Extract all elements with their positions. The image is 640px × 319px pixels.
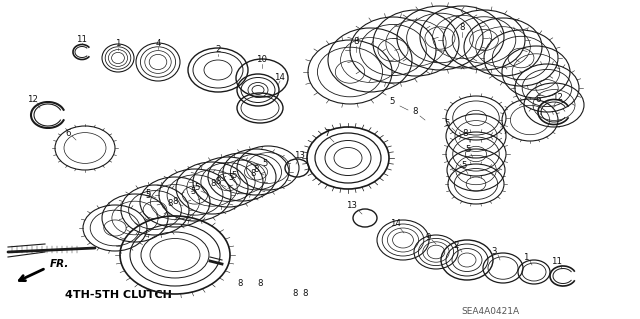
Text: 5: 5 <box>461 161 467 170</box>
Text: 5: 5 <box>190 187 196 196</box>
Text: 14: 14 <box>275 72 285 81</box>
Text: 5: 5 <box>262 160 268 168</box>
Text: 14: 14 <box>390 219 401 228</box>
Text: FR.: FR. <box>50 259 69 269</box>
Text: 3: 3 <box>492 248 497 256</box>
Text: 5: 5 <box>228 174 234 182</box>
Text: 12: 12 <box>552 93 563 102</box>
Text: 7: 7 <box>324 130 330 138</box>
Text: 8: 8 <box>292 288 298 298</box>
Text: 8: 8 <box>412 108 418 116</box>
Text: 8: 8 <box>257 278 263 287</box>
Text: 2: 2 <box>215 46 221 55</box>
Text: 11: 11 <box>77 34 88 43</box>
Text: 5: 5 <box>465 145 471 154</box>
Text: 11: 11 <box>552 257 563 266</box>
Text: 4: 4 <box>156 39 161 48</box>
Text: 8: 8 <box>250 168 256 177</box>
Text: 5: 5 <box>145 189 151 197</box>
Text: 5: 5 <box>444 120 450 129</box>
Text: 8: 8 <box>211 180 216 189</box>
Text: 6: 6 <box>65 129 71 137</box>
Text: 10: 10 <box>257 56 268 64</box>
Text: 8: 8 <box>353 38 359 47</box>
Text: 8: 8 <box>172 197 178 205</box>
Text: SEA4A0421A: SEA4A0421A <box>461 308 519 316</box>
Text: 8: 8 <box>215 177 221 187</box>
Text: 6: 6 <box>535 95 541 105</box>
Text: 8: 8 <box>302 288 308 298</box>
Text: 4TH-5TH CLUTCH: 4TH-5TH CLUTCH <box>65 290 172 300</box>
Text: 5: 5 <box>231 170 237 180</box>
Text: 8: 8 <box>237 278 243 287</box>
Text: 8: 8 <box>460 24 465 33</box>
Text: 5: 5 <box>145 191 150 201</box>
Text: 12: 12 <box>28 95 38 105</box>
Text: 2: 2 <box>453 241 459 250</box>
Text: 5: 5 <box>195 183 200 192</box>
Text: 8: 8 <box>462 130 468 138</box>
Text: 5: 5 <box>389 98 395 107</box>
Text: 13: 13 <box>294 152 305 160</box>
Text: 1: 1 <box>524 254 529 263</box>
Text: 13: 13 <box>346 202 358 211</box>
Text: 9: 9 <box>426 233 431 241</box>
Text: 8: 8 <box>253 166 259 174</box>
Text: 8: 8 <box>167 199 173 209</box>
Text: 1: 1 <box>115 40 121 48</box>
